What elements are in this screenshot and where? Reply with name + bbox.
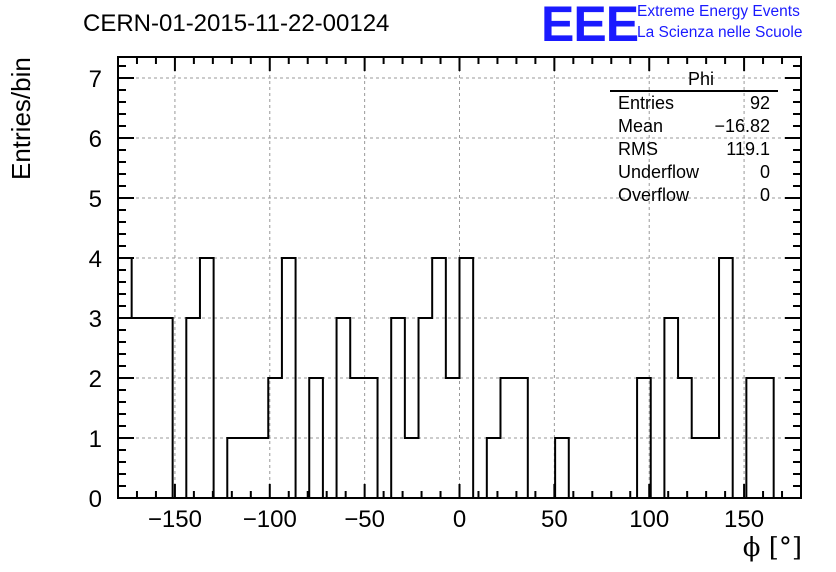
eee-logo: EEE (541, 0, 639, 52)
run-title: CERN-01-2015-11-22-00124 (83, 10, 390, 37)
histogram-bin (268, 378, 282, 498)
histogram-bin (514, 378, 528, 498)
stats-box: Phi Entries 92 Mean −16.82 RMS 119.1 Und… (610, 68, 778, 207)
histogram-bin (350, 378, 364, 498)
y-tick-label: 6 (89, 126, 102, 153)
stats-value: 0 (759, 162, 770, 182)
y-tick-label: 1 (89, 426, 102, 453)
histogram-bin (500, 378, 514, 498)
x-tick-label: −150 (148, 506, 202, 533)
stats-label: Entries (618, 93, 675, 113)
histogram-bin (186, 318, 200, 498)
histogram-bin (678, 378, 692, 498)
stats-row-overflow: Overflow 0 (610, 184, 778, 207)
x-tick-label: 0 (453, 506, 466, 533)
x-axis-label: ϕ [°] (742, 533, 802, 563)
stats-label: RMS (618, 139, 658, 159)
histogram-bin (637, 378, 651, 498)
logo-line-1: Extreme Energy Events (637, 3, 800, 20)
histogram-bin (132, 318, 146, 498)
x-tick-label: −100 (243, 506, 297, 533)
histogram-bin (255, 438, 269, 498)
stats-title: Phi (610, 68, 778, 92)
histogram-bin (460, 258, 474, 498)
histogram-bin (419, 318, 433, 498)
histogram-bin (705, 438, 719, 498)
histogram-bin (118, 258, 132, 498)
stats-label: Overflow (618, 185, 690, 205)
stats-value: 0 (759, 185, 770, 205)
histogram-bin (364, 378, 378, 498)
histogram-bin (446, 378, 460, 498)
logo-line-2: La Scienza nelle Scuole (637, 24, 803, 41)
histogram-bin (746, 378, 760, 498)
histogram-bin (200, 258, 214, 498)
y-tick-label: 4 (89, 246, 102, 273)
x-tick-label: 100 (629, 506, 669, 533)
stats-label: Mean (618, 116, 664, 136)
histogram-bin (555, 438, 569, 498)
x-tick-label: 50 (541, 506, 568, 533)
x-tick-label: −50 (344, 506, 385, 533)
histogram-bin (241, 438, 255, 498)
histogram-bin (337, 318, 351, 498)
y-tick-label: 0 (89, 486, 102, 513)
stats-value: −16.82 (714, 116, 770, 136)
stats-label: Underflow (618, 162, 700, 182)
histogram-bin (145, 318, 159, 498)
histogram-bin (760, 378, 774, 498)
histogram-bin (487, 438, 501, 498)
stats-row-underflow: Underflow 0 (610, 161, 778, 184)
histogram-bin (159, 318, 173, 498)
histogram-bin (391, 318, 405, 498)
histogram-bin (309, 378, 323, 498)
x-tick-label: 150 (724, 506, 764, 533)
stats-value: 119.1 (726, 139, 770, 159)
histogram-bin (227, 438, 241, 498)
y-tick-label: 5 (89, 186, 102, 213)
y-axis-label: Entries/bin (6, 57, 36, 180)
histogram-bin (719, 258, 733, 498)
histogram-bin (282, 258, 296, 498)
stats-row-entries: Entries 92 (610, 92, 778, 115)
stats-row-mean: Mean −16.82 (610, 115, 778, 138)
stats-value: 92 (749, 93, 770, 113)
y-tick-label: 3 (89, 306, 102, 333)
histogram-bin (405, 438, 419, 498)
histogram-bin (692, 438, 706, 498)
y-tick-label: 2 (89, 366, 102, 393)
stats-row-rms: RMS 119.1 (610, 138, 778, 161)
histogram-bin (664, 318, 678, 498)
histogram-line (117, 257, 775, 499)
histogram-bin (432, 258, 446, 498)
y-tick-label: 7 (89, 66, 102, 93)
